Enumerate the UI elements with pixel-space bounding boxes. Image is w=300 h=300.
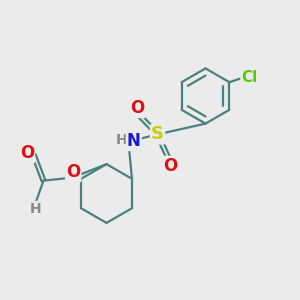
Text: O: O [130,99,144,117]
Text: O: O [20,144,34,162]
Text: S: S [151,125,164,143]
Text: Cl: Cl [242,70,258,85]
Text: H: H [30,202,42,216]
Text: H: H [116,134,128,147]
Text: O: O [163,157,177,175]
Text: N: N [127,132,141,150]
Text: O: O [66,163,80,181]
